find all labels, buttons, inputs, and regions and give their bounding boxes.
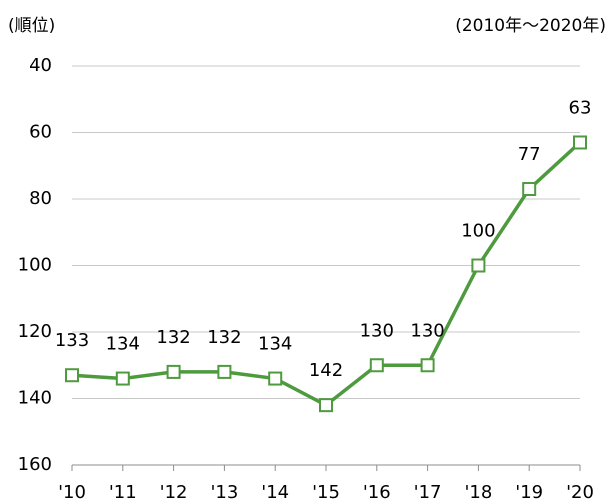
data-label: 134 (106, 334, 140, 355)
x-tick-label: '10 (58, 482, 86, 503)
y-tick-label: 100 (18, 255, 52, 276)
y-tick-label: 140 (18, 388, 52, 409)
data-label: 63 (569, 97, 592, 118)
marker (217, 364, 232, 379)
y-tick-label: 40 (29, 55, 52, 76)
marker (268, 371, 283, 386)
marker (420, 358, 435, 373)
marker (319, 398, 333, 413)
x-tick-label: '18 (464, 482, 492, 503)
data-label: 132 (207, 327, 241, 348)
y-tick-label: 60 (29, 122, 52, 143)
marker (369, 358, 384, 373)
y-axis-label: (順位) (8, 16, 55, 36)
x-tick-label: '14 (261, 482, 289, 503)
x-tick-label: '15 (312, 482, 340, 503)
marker (65, 368, 79, 383)
marker (166, 364, 181, 379)
x-tick-label: '17 (414, 482, 442, 503)
x-tick-label: '20 (566, 482, 594, 503)
data-label: 77 (518, 144, 541, 165)
marker (115, 371, 130, 386)
marker (522, 182, 537, 197)
x-tick-label: '19 (515, 482, 543, 503)
data-label: 132 (156, 327, 190, 348)
data-label: 134 (258, 334, 292, 355)
marker (471, 258, 486, 273)
data-label: 130 (410, 320, 444, 341)
data-label: 100 (461, 221, 495, 242)
y-tick-label: 80 (29, 188, 52, 209)
x-tick-label: '16 (363, 482, 391, 503)
data-label: 130 (360, 320, 394, 341)
data-label: 142 (309, 360, 343, 381)
x-tick-label: '12 (160, 482, 188, 503)
x-tick-label: '11 (109, 482, 137, 503)
x-tick-label: '13 (210, 482, 238, 503)
data-label: 133 (55, 330, 89, 351)
y-tick-label: 160 (18, 454, 52, 475)
y-tick-label: 120 (18, 321, 52, 342)
annotation: (2010年～2020年) (455, 16, 606, 36)
marker (573, 135, 587, 150)
